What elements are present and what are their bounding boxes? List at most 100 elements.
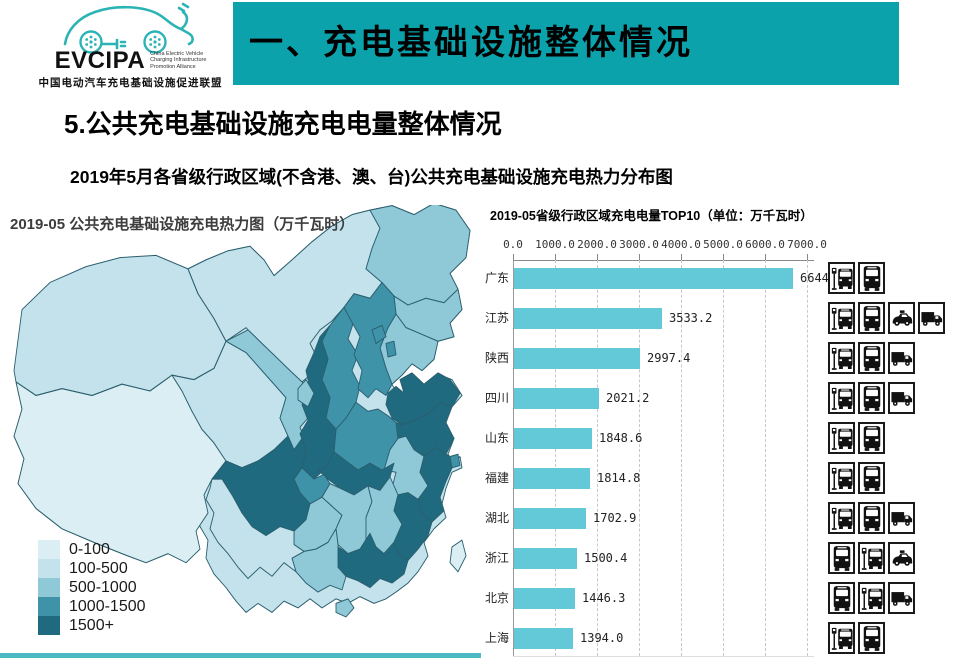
top10-bar-chart: 2019-05省级行政区域充电电量TOP10（单位：万千瓦时） 0.0 1000.… — [482, 200, 960, 660]
province-shandong — [385, 372, 461, 426]
china-heatmap-block: 2019-05 公共充电基础设施充电热力图（万千瓦时） — [0, 205, 482, 660]
vehicle-icon-row — [828, 378, 960, 418]
bar-value-label: 2021.2 — [606, 391, 650, 405]
province-gansu — [225, 329, 319, 451]
bus-icon — [858, 422, 885, 454]
x-axis-tick-mark — [807, 254, 808, 260]
bar-category-label: 四川 — [484, 391, 509, 405]
x-axis-tick-mark — [597, 254, 598, 260]
plot-bottom-line — [513, 656, 814, 657]
vehicle-icon-row — [828, 618, 960, 658]
bus-icon — [858, 622, 885, 654]
legend-swatch — [38, 578, 60, 597]
legend-swatch — [38, 540, 60, 559]
bar-row: 陕西 2997.4 — [482, 338, 828, 378]
china-choropleth-map — [0, 205, 481, 658]
bar — [514, 348, 640, 369]
bar-category-label: 陕西 — [484, 351, 509, 365]
gridline — [555, 260, 556, 656]
bar — [514, 308, 662, 329]
bus-station-icon — [858, 542, 885, 574]
legend-label: 0-100 — [69, 540, 110, 558]
bar-value-label: 1446.3 — [582, 591, 626, 605]
x-axis-tick-mark — [513, 254, 514, 260]
bar-category-label: 福建 — [484, 471, 509, 485]
bar-row: 江苏 3533.2 — [482, 298, 828, 338]
bus-icon — [828, 542, 855, 574]
logo-tagline: China Electric Vehicle Charging Infrastr… — [150, 50, 207, 70]
page-subtitle: 2019年5月各省级行政区域(不含港、澳、台)公共充电基础设施充电热力分布图 — [70, 167, 673, 187]
bar — [514, 588, 575, 609]
evcipa-logo: EVCIPA China Electric Vehicle Charging I… — [28, 2, 233, 98]
legend-row: 100-500 — [38, 559, 146, 578]
x-axis-tick-label: 0.0 — [503, 238, 523, 251]
legend-row: 500-1000 — [38, 578, 146, 597]
x-axis-tick-label: 6000.0 — [745, 238, 785, 251]
taxi-icon — [888, 542, 915, 574]
map-legend: 0-100 100-500 500-1000 1000-1500 1500+ — [38, 540, 146, 635]
bar-value-label: 1814.8 — [597, 471, 641, 485]
province-tianjin — [385, 340, 397, 358]
vehicle-icon-row — [828, 338, 960, 378]
x-axis-line — [513, 260, 814, 261]
bus-station-icon — [828, 382, 855, 414]
gridline — [723, 260, 724, 656]
bar-category-label: 北京 — [484, 591, 509, 605]
gridline — [807, 260, 808, 656]
bus-station-icon — [828, 302, 855, 334]
x-axis-tick-label: 2000.0 — [577, 238, 617, 251]
bar-value-label: 1394.0 — [580, 631, 624, 645]
bus-station-icon — [858, 582, 885, 614]
y-axis-line — [513, 260, 514, 656]
vehicle-icon-row — [828, 258, 960, 298]
bus-icon — [858, 462, 885, 494]
bar — [514, 268, 793, 289]
bar-row: 浙江 1500.4 — [482, 538, 828, 578]
legend-label: 100-500 — [69, 559, 128, 577]
gridline — [639, 260, 640, 656]
bar-category-label: 浙江 — [484, 551, 509, 565]
x-axis-tick-label: 3000.0 — [619, 238, 659, 251]
bus-icon — [858, 302, 885, 334]
province-zhejiang — [413, 446, 453, 523]
bar — [514, 468, 590, 489]
legend-row: 0-100 — [38, 540, 146, 559]
bar-row: 湖北 1702.9 — [482, 498, 828, 538]
province-taiwan — [449, 539, 467, 573]
section-banner-title: 一、充电基础设施整体情况 — [249, 25, 693, 62]
x-axis-tick-mark — [555, 254, 556, 260]
bar-category-label: 江苏 — [484, 311, 509, 325]
bar — [514, 388, 599, 409]
legend-row: 1000-1500 — [38, 597, 146, 616]
x-axis-tick-label: 5000.0 — [703, 238, 743, 251]
bar — [514, 548, 577, 569]
bar — [514, 508, 586, 529]
map-title: 2019-05 公共充电基础设施充电热力图（万千瓦时） — [10, 216, 355, 233]
bus-icon — [858, 382, 885, 414]
x-axis-tick-mark — [639, 254, 640, 260]
taxi-icon — [888, 302, 915, 334]
province-hebei — [343, 281, 397, 399]
legend-label: 1500+ — [69, 616, 114, 634]
bar-row: 上海 1394.0 — [482, 618, 828, 658]
truck-icon — [918, 302, 945, 334]
bar-value-label: 1848.6 — [599, 431, 643, 445]
province-guangxi — [291, 528, 347, 593]
page-title: 5.公共充电基础设施充电电量整体情况 — [64, 109, 502, 139]
truck-icon — [888, 502, 915, 534]
electric-car-logo-icon — [63, 2, 194, 54]
bar-value-label: 1500.4 — [584, 551, 628, 565]
x-axis-tick-mark — [723, 254, 724, 260]
vehicle-icon-row — [828, 458, 960, 498]
legend-swatch — [38, 559, 60, 578]
map-inner-borders — [15, 268, 227, 396]
bar — [514, 628, 573, 649]
bus-icon — [828, 582, 855, 614]
bus-station-icon — [828, 262, 855, 294]
map-bottom-strip-overlay — [0, 653, 481, 658]
bar-category-label: 湖北 — [484, 511, 509, 525]
bar-row: 北京 1446.3 — [482, 578, 828, 618]
x-axis-tick-label: 7000.0 — [787, 238, 827, 251]
bus-station-icon — [828, 502, 855, 534]
